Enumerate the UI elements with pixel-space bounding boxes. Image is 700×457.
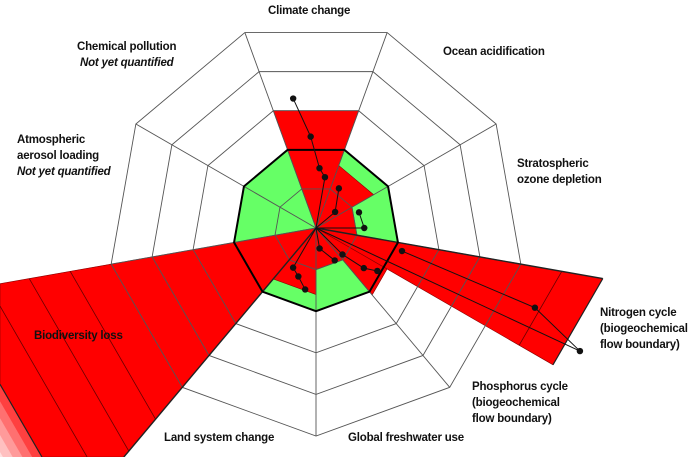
trajectory-point bbox=[374, 267, 381, 275]
boundary-ring bbox=[233, 148, 399, 313]
trajectory-point bbox=[355, 209, 363, 216]
wedge-edge bbox=[0, 384, 43, 457]
trajectory-point bbox=[361, 224, 368, 232]
trajectory-line bbox=[315, 227, 378, 272]
wedge-edge bbox=[123, 227, 317, 457]
trajectory-point bbox=[316, 164, 323, 172]
wedge-edge bbox=[552, 278, 604, 366]
label-line: Chemical pollution bbox=[77, 41, 177, 53]
trajectory-point bbox=[321, 173, 329, 181]
wedge-grid-line bbox=[28, 278, 130, 452]
label-nitrogen-cycle: Nitrogen cycle (biogeochemical flow boun… bbox=[600, 305, 688, 353]
trajectory-point bbox=[307, 133, 314, 140]
web-ring bbox=[151, 71, 481, 395]
trajectory-line bbox=[315, 227, 581, 352]
label-aerosol-loading: Atmospheric aerosol loading Not yet quan… bbox=[17, 132, 111, 180]
trajectory-point bbox=[398, 247, 406, 255]
web-ring bbox=[110, 32, 522, 437]
web-spoke bbox=[315, 32, 388, 229]
label-climate-change: Climate change bbox=[268, 5, 351, 17]
trajectory-line bbox=[292, 227, 317, 290]
trajectory-point bbox=[295, 273, 302, 280]
label-land-system-change: Land system change bbox=[164, 432, 275, 444]
label-biodiversity-loss: Biodiversity loss bbox=[34, 330, 123, 342]
web-spoke bbox=[135, 123, 317, 229]
trajectory-point bbox=[360, 264, 368, 272]
label-line: aerosol loading bbox=[17, 150, 99, 162]
trajectory-point bbox=[339, 251, 346, 258]
wedge-grid-line bbox=[0, 305, 88, 457]
label-line: Atmospheric bbox=[17, 134, 86, 146]
trajectory-point bbox=[576, 347, 584, 355]
web-spoke bbox=[315, 227, 451, 388]
label-ocean-acidification: Ocean acidification bbox=[443, 46, 545, 58]
trajectory-point bbox=[316, 245, 323, 252]
label-line: Stratospheric bbox=[517, 158, 589, 170]
trajectory-point bbox=[531, 304, 539, 311]
wedge-grid-line bbox=[69, 271, 156, 420]
web-spoke bbox=[244, 32, 317, 229]
web-ring bbox=[274, 188, 358, 271]
trajectory-point bbox=[301, 286, 309, 293]
trajectory-point bbox=[289, 95, 297, 102]
label-line: Phosphorus cycle bbox=[472, 381, 568, 393]
not-quantified-note: Not yet quantified bbox=[80, 57, 174, 69]
label-line: (biogeochemical bbox=[600, 323, 688, 335]
label-line: flow boundary) bbox=[600, 339, 680, 351]
label-phosphorus-cycle: Phosphorus cycle (biogeochemical flow bo… bbox=[472, 379, 568, 427]
label-chemical-pollution: Chemical pollution Not yet quantified bbox=[77, 39, 176, 71]
trajectory-point bbox=[331, 208, 339, 216]
web-spoke bbox=[111, 227, 317, 265]
label-ozone-depletion: Stratospheric ozone depletion bbox=[517, 156, 602, 188]
trajectory-point bbox=[289, 264, 297, 271]
web-ring bbox=[192, 110, 440, 354]
trajectory-point bbox=[335, 185, 343, 192]
label-line: Nitrogen cycle bbox=[600, 307, 677, 319]
wedge-edge bbox=[315, 227, 603, 280]
label-freshwater-use: Global freshwater use bbox=[348, 432, 464, 444]
not-quantified-note: Not yet quantified bbox=[17, 166, 111, 178]
web-spoke bbox=[315, 123, 497, 229]
label-line: (biogeochemical bbox=[472, 397, 560, 409]
label-line: flow boundary) bbox=[472, 413, 552, 425]
label-line: ozone depletion bbox=[517, 174, 602, 186]
wedge-grid-line bbox=[518, 271, 563, 346]
trajectory-point bbox=[331, 257, 338, 264]
